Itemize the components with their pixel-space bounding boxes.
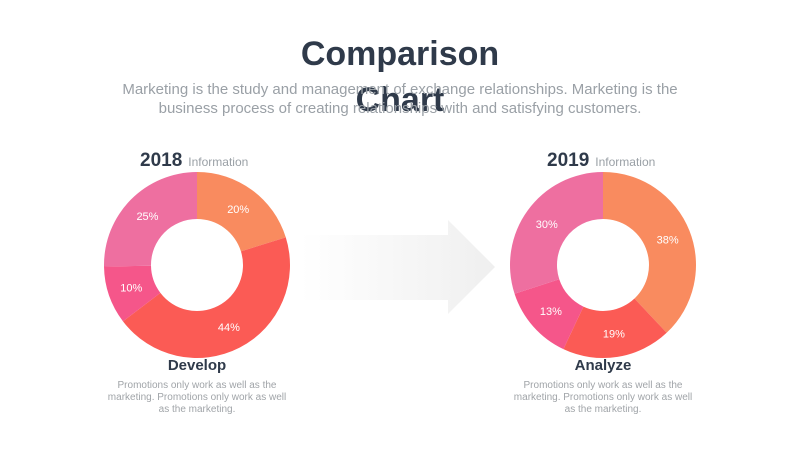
donut-0-slice-3 [104, 172, 197, 267]
page-title: Comparison [300, 35, 500, 73]
donut-0-slice-1 [122, 237, 291, 358]
donut-1-slice-0 [603, 172, 696, 333]
chart-2018-info: Information [188, 155, 249, 169]
donut-1-slice-1 [563, 298, 667, 358]
donut-1-label-1: 19% [603, 329, 625, 341]
chart-2018-year: 2018 [140, 150, 183, 171]
donut-1-label-0: 38% [657, 234, 679, 246]
chart-2019-caption: Analyze [574, 357, 632, 374]
chart-2018-header: 2018 Information [140, 150, 248, 174]
chart-2018-caption: Develop [167, 357, 227, 374]
donut-0-label-3: 25% [136, 211, 158, 223]
chart-2019-header: 2019 Information [547, 150, 655, 174]
donut-0-slice-2 [104, 265, 161, 322]
donut-1-slice-2 [514, 279, 584, 350]
chart-2019-year: 2019 [547, 150, 590, 171]
chart-2018-description: Promotions only work as well as the mark… [107, 380, 287, 415]
arrow-right-icon [300, 220, 495, 314]
donut-0-label-1: 44% [218, 322, 240, 334]
donut-1-label-2: 13% [540, 306, 562, 318]
donut-1-label-3: 30% [536, 219, 558, 231]
donut-0-label-2: 10% [120, 283, 142, 295]
donut-chart-2019: 38% 19% 13% 30% [510, 172, 696, 358]
donut-chart-2018: 20% 44% 10% 25% [104, 172, 291, 358]
page-title-line2: Chart [355, 81, 445, 119]
page-subtitle: Marketing is the study and management of… [122, 81, 678, 117]
chart-2019-description: Promotions only work as well as the mark… [513, 380, 693, 415]
chart-2019-info: Information [595, 155, 656, 169]
donut-1-slice-3 [510, 172, 603, 294]
donut-0-slice-0 [197, 172, 286, 252]
donut-0-label-0: 20% [227, 204, 249, 216]
